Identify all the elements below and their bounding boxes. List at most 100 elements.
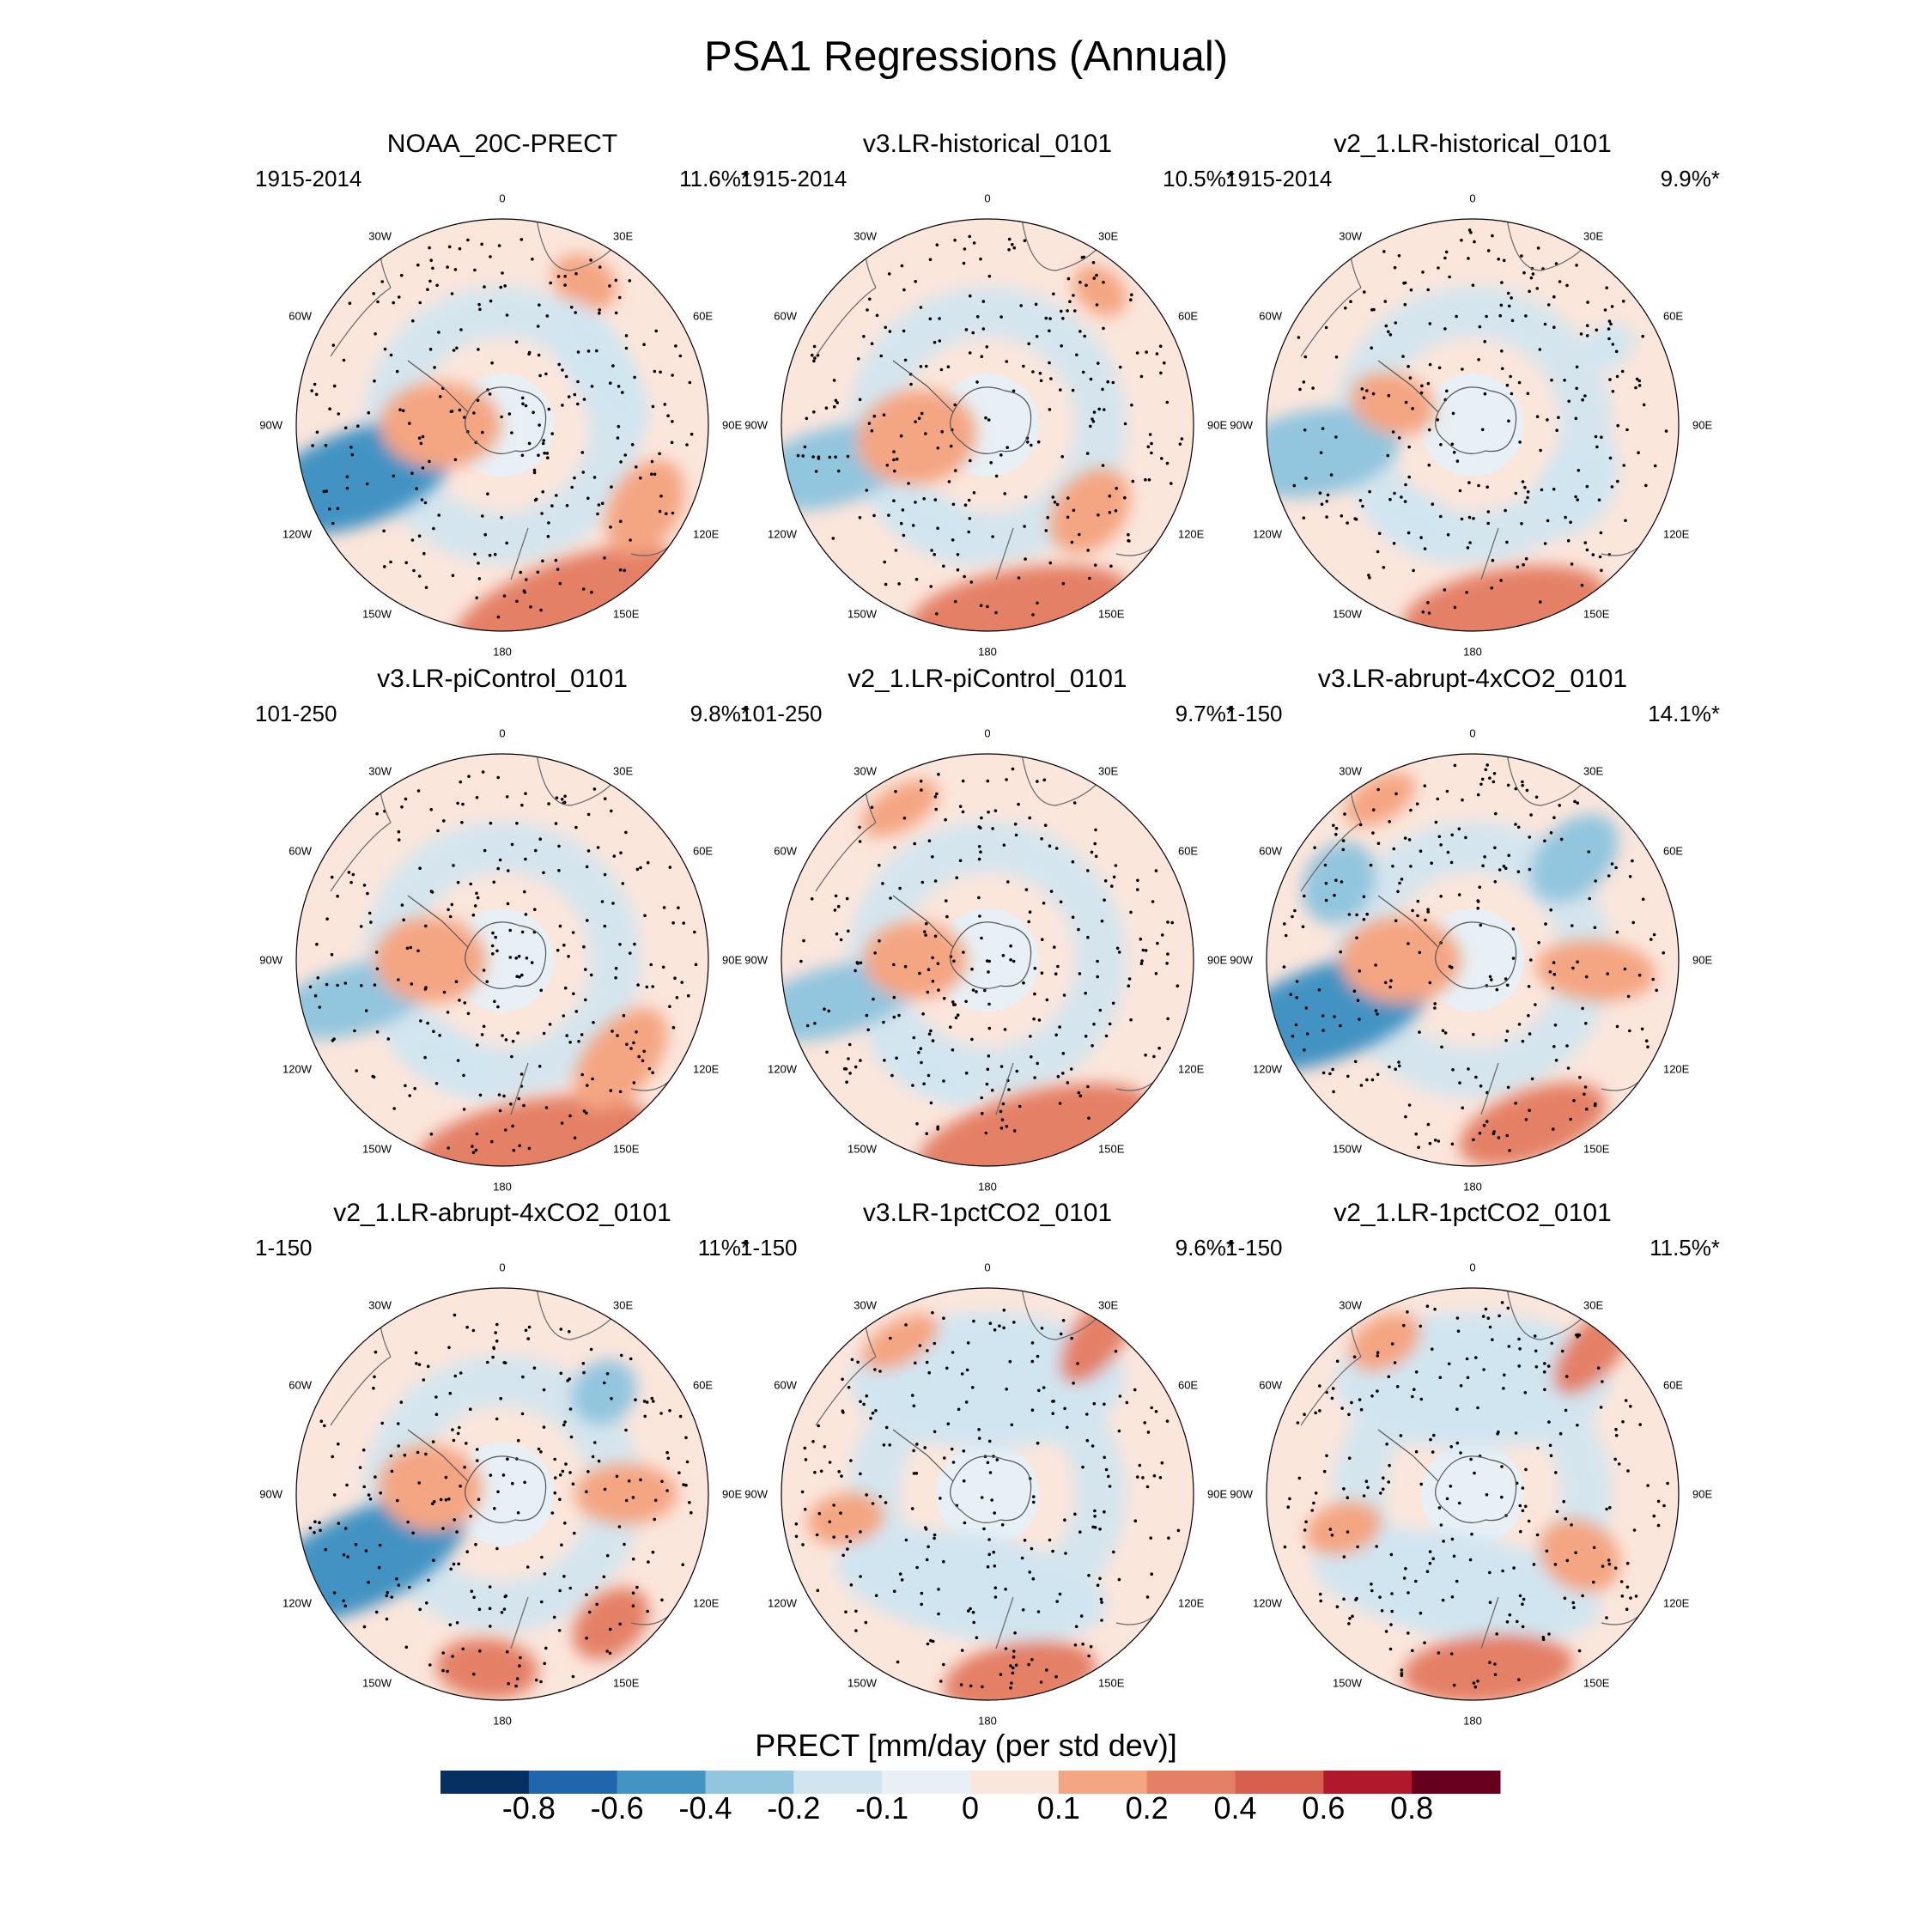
significance-dot xyxy=(1465,1357,1469,1361)
significance-dot xyxy=(1575,264,1578,267)
significance-dot xyxy=(1584,975,1589,979)
significance-dot xyxy=(426,288,429,291)
significance-dot xyxy=(1303,1528,1307,1532)
significance-dot xyxy=(1366,1485,1370,1490)
significance-dot xyxy=(520,1412,525,1416)
significance-dot xyxy=(915,1565,919,1570)
significance-dot xyxy=(418,1607,422,1612)
significance-dot xyxy=(608,1627,612,1631)
significance-dot xyxy=(964,1071,969,1075)
map-border xyxy=(295,753,709,1167)
significance-dot xyxy=(412,568,416,573)
stippling xyxy=(1283,1301,1669,1689)
significance-dot xyxy=(1007,1088,1011,1091)
significance-dot xyxy=(1522,270,1526,275)
significance-dot xyxy=(971,331,975,335)
significance-dot xyxy=(933,553,936,556)
significance-dot xyxy=(411,1531,415,1535)
significance-dot xyxy=(385,1594,389,1598)
longitude-label: 60W xyxy=(774,1378,798,1392)
significance-dot xyxy=(353,1029,356,1033)
significance-dot xyxy=(1061,1319,1066,1322)
significance-dot xyxy=(1384,1630,1388,1633)
significance-dot xyxy=(1625,1607,1629,1611)
significance-dot xyxy=(1036,1354,1040,1358)
significance-dot xyxy=(1456,1329,1461,1334)
significance-dot xyxy=(459,780,462,784)
significance-dot xyxy=(1541,1636,1546,1639)
significance-dot xyxy=(1374,963,1377,967)
significance-dot xyxy=(540,512,544,515)
significance-dot xyxy=(1565,1558,1570,1563)
antarctica-coastline xyxy=(1435,921,1517,989)
significance-dot xyxy=(1455,1407,1459,1411)
significance-dot xyxy=(1488,975,1492,979)
significance-dot xyxy=(1406,1631,1410,1635)
significance-dot xyxy=(933,1536,936,1540)
map-border xyxy=(1266,1287,1680,1701)
significance-dot xyxy=(1666,1481,1669,1485)
significance-dot xyxy=(1066,496,1070,500)
significance-dot xyxy=(892,963,896,967)
significance-dot xyxy=(894,790,897,793)
significance-dot xyxy=(1642,403,1646,407)
significance-dot xyxy=(1059,900,1063,904)
significance-dot xyxy=(1448,275,1451,279)
significance-dot xyxy=(1407,445,1411,449)
significance-dot xyxy=(615,1474,619,1479)
significance-dot xyxy=(1133,1519,1138,1522)
significance-dot xyxy=(1020,1556,1024,1560)
significance-dot xyxy=(332,384,337,388)
significance-dot xyxy=(1514,823,1517,826)
significance-dot xyxy=(542,1425,546,1429)
significance-dot xyxy=(491,931,495,935)
significance-dot xyxy=(328,407,331,411)
significance-dot xyxy=(639,866,642,870)
significance-dot xyxy=(1486,1316,1491,1320)
significance-dot xyxy=(651,404,655,409)
significance-dot xyxy=(563,794,567,799)
significance-dot xyxy=(1575,1333,1578,1337)
significance-dot xyxy=(420,498,424,501)
significance-dot xyxy=(803,1446,807,1450)
significance-dot xyxy=(629,951,632,955)
significance-dot xyxy=(1419,391,1424,395)
significance-dot xyxy=(844,1610,848,1613)
significance-dot xyxy=(665,1489,669,1492)
significance-dot xyxy=(931,1311,934,1315)
significance-dot xyxy=(497,244,501,247)
significance-dot xyxy=(639,476,642,480)
significance-dot xyxy=(1552,816,1556,819)
significance-dot xyxy=(959,1683,963,1686)
significance-dot xyxy=(554,822,558,825)
significance-dot xyxy=(958,859,963,863)
significance-dot xyxy=(586,1470,590,1473)
significance-dot xyxy=(1570,562,1574,566)
significance-dot xyxy=(927,839,932,842)
panel-period: 1915-2014 xyxy=(740,166,848,191)
significance-dot xyxy=(649,963,653,967)
significance-dot xyxy=(1387,1375,1391,1379)
significance-dot xyxy=(1450,833,1454,837)
significance-dot xyxy=(927,1073,931,1078)
significance-dot xyxy=(614,966,618,970)
significance-dot xyxy=(524,404,528,408)
significance-dot xyxy=(392,301,395,305)
significance-dot xyxy=(892,499,896,502)
significance-dot xyxy=(408,1094,411,1097)
significance-dot xyxy=(870,805,874,810)
significance-dot xyxy=(1635,377,1639,381)
significance-dot xyxy=(414,1351,418,1355)
significance-dot xyxy=(1535,287,1540,290)
significance-dot xyxy=(1605,1616,1608,1619)
significance-dot xyxy=(1437,366,1442,370)
significance-dot xyxy=(618,568,623,572)
significance-dot xyxy=(324,443,328,447)
significance-dot xyxy=(690,432,694,436)
significance-dot xyxy=(823,1007,826,1011)
significance-dot xyxy=(361,1448,366,1452)
significance-dot xyxy=(428,279,432,283)
polar-map xyxy=(295,218,709,632)
significance-dot xyxy=(845,896,849,901)
significance-dot xyxy=(878,863,881,867)
